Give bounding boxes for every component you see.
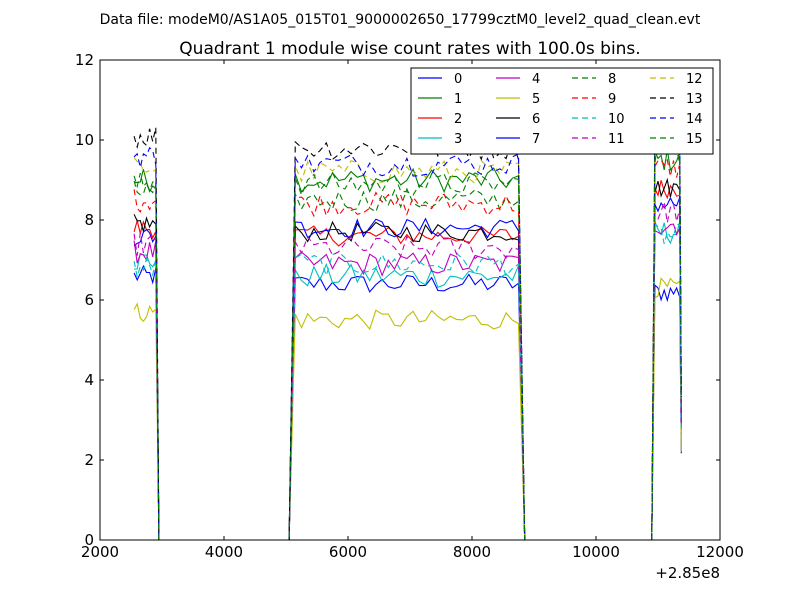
y-tick-label: 12: [75, 51, 94, 69]
series-line-9: [133, 158, 682, 540]
y-tick-label: 0: [84, 531, 94, 549]
x-tick-label: 6000: [329, 543, 367, 561]
series-line-8: [133, 140, 682, 540]
chart-title: Quadrant 1 module wise count rates with …: [179, 39, 640, 59]
y-tick-label: 8: [84, 211, 94, 229]
chart-suptitle: Data file: modeM0/AS1A05_015T01_90000026…: [100, 12, 701, 28]
legend-label: 9: [608, 92, 616, 107]
legend-label: 2: [454, 112, 462, 127]
x-offset-label: +2.85e8: [655, 564, 720, 582]
legend-label: 1: [454, 92, 462, 107]
y-tick-label: 4: [84, 371, 94, 389]
legend-label: 0: [454, 72, 462, 87]
x-tick-label: 4000: [205, 543, 243, 561]
legend-label: 11: [608, 132, 625, 147]
y-tick-label: 2: [84, 451, 94, 469]
legend-box: [410, 67, 714, 155]
series-line-11: [133, 201, 682, 540]
legend-label: 15: [686, 132, 703, 147]
series-line-2: [133, 180, 682, 540]
series-lines-group: [133, 104, 682, 540]
series-line-0: [133, 264, 682, 540]
series-line-14: [133, 120, 682, 540]
legend-label: 4: [532, 72, 540, 87]
legend-label: 10: [608, 112, 625, 127]
series-line-1: [134, 149, 682, 540]
legend-label: 8: [608, 72, 616, 87]
legend-label: 7: [532, 132, 540, 147]
legend-label: 3: [454, 132, 462, 147]
series-line-6: [133, 177, 682, 540]
legend-label: 6: [532, 112, 540, 127]
legend-label: 12: [686, 72, 703, 87]
series-line-13: [133, 104, 682, 540]
series-line-3: [134, 221, 682, 540]
series-line-5: [133, 277, 682, 540]
y-tick-label: 10: [75, 131, 94, 149]
legend-label: 13: [686, 92, 703, 107]
y-tick-label: 6: [84, 291, 94, 309]
series-line-7: [133, 196, 682, 540]
x-tick-label: 10000: [572, 543, 620, 561]
legend-label: 14: [686, 112, 703, 127]
legend-label: 5: [532, 92, 540, 107]
series-line-15: [133, 133, 682, 540]
x-tick-label: 12000: [696, 543, 744, 561]
x-tick-label: 2000: [81, 543, 119, 561]
series-line-12: [133, 125, 682, 540]
x-tick-label: 8000: [453, 543, 491, 561]
